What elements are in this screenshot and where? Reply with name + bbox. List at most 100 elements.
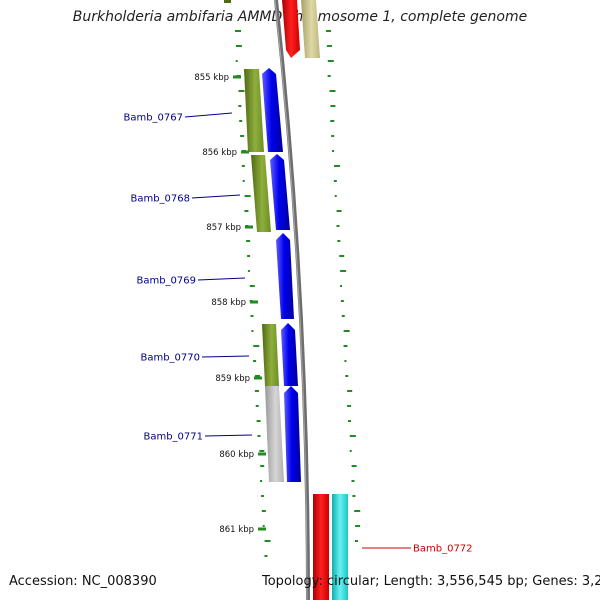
scale-tick-label: 855 kbp — [194, 73, 229, 83]
gene-label[interactable]: Bamb_0771 — [143, 432, 203, 443]
gc-dot — [345, 375, 349, 377]
gene-label[interactable]: Bamb_0772 — [413, 544, 473, 555]
gc-dot — [244, 210, 249, 212]
gc-dot — [242, 180, 245, 182]
gc-dot — [355, 540, 358, 542]
scale-tick-mark — [241, 150, 249, 154]
gc-dot — [347, 390, 353, 392]
gc-dot — [340, 270, 347, 272]
cog-bar-green — [251, 155, 271, 232]
gene-label-leader — [204, 434, 253, 437]
gc-dot — [349, 450, 352, 452]
gc-dot — [240, 135, 245, 137]
accession-text: Accession: NC_008390 — [9, 574, 157, 589]
gc-dot — [238, 105, 242, 107]
cds-bar-red — [313, 494, 329, 600]
backbone-arc — [274, 0, 310, 600]
scale-tick-mark — [250, 300, 258, 304]
gc-dot — [251, 330, 254, 332]
gc-dot — [340, 300, 344, 302]
cog-bar-khaki — [301, 0, 320, 58]
gc-dot — [333, 180, 337, 182]
gc-dot — [340, 285, 342, 287]
gc-dot — [262, 525, 265, 527]
gc-dot — [250, 315, 254, 317]
scale-tick-label: 857 kbp — [206, 223, 241, 233]
gc-dot — [256, 420, 261, 422]
gc-dot — [261, 510, 266, 512]
scale-tick-mark — [258, 527, 266, 531]
gc-dot — [326, 45, 332, 47]
gc-dot — [330, 105, 336, 107]
gc-dot — [239, 120, 243, 122]
gc-dot — [260, 465, 265, 467]
gc-dot — [235, 45, 242, 47]
cds-arrow-blue — [276, 233, 294, 319]
gene-label[interactable]: Bamb_0768 — [130, 194, 190, 205]
gc-dot — [249, 285, 255, 287]
cog-bar-green — [244, 69, 264, 152]
cds-arrow-blue — [270, 154, 290, 230]
gc-dot — [238, 90, 245, 92]
cds-arrow-blue — [281, 323, 298, 386]
gc-dot — [254, 375, 260, 377]
gc-dot — [333, 165, 340, 167]
gene-label[interactable]: Bamb_0770 — [140, 353, 200, 364]
gc-dot — [331, 135, 335, 137]
gc-dot — [330, 120, 335, 122]
gc-dot — [355, 525, 361, 527]
scale-tick-mark — [254, 376, 262, 380]
gc-dot — [332, 150, 335, 152]
gene-label-leader — [184, 112, 233, 118]
gc-dot — [344, 360, 347, 362]
gc-dot — [343, 330, 350, 332]
cog-bar-green — [262, 324, 279, 386]
gc-dot — [247, 255, 251, 257]
gc-dot — [235, 30, 241, 32]
gc-dot — [257, 435, 261, 437]
scale-tick-label: 856 kbp — [202, 148, 237, 158]
scale-tick-label: 859 kbp — [215, 374, 250, 384]
cog-bar-gray — [265, 386, 284, 482]
gc-dot — [351, 465, 357, 467]
gc-dot — [336, 225, 340, 227]
gc-dot — [354, 510, 361, 512]
gc-dot — [352, 495, 356, 497]
feature-top-green — [224, 0, 231, 3]
gc-dot — [347, 420, 351, 422]
gc-dot — [351, 480, 355, 482]
genome-stats-text: Topology: circular; Length: 3,556,545 bp… — [262, 574, 600, 589]
gc-dot — [334, 195, 337, 197]
gc-dot — [255, 405, 259, 407]
gc-dot — [241, 165, 245, 167]
gene-label[interactable]: Bamb_0769 — [136, 276, 196, 287]
gc-dot — [349, 435, 356, 437]
gc-dot — [337, 240, 341, 242]
gc-dot — [254, 390, 259, 392]
gene-labels: Bamb_0767 Bamb_0768 Bamb_0769 Bamb_0770 Bamb… — [123, 113, 472, 555]
gc-dot — [253, 345, 260, 347]
gc-track — [235, 30, 361, 557]
cds-arrow-blue — [284, 386, 301, 482]
gene-label[interactable]: Bamb_0767 — [123, 113, 183, 124]
gc-dot — [326, 30, 331, 32]
map-title: Burkholderia ambifaria AMMD chromosome 1… — [72, 9, 528, 25]
gc-dot — [260, 495, 264, 497]
gc-dot — [246, 240, 251, 242]
scale-tick-mark — [245, 225, 253, 229]
gc-dot — [339, 255, 345, 257]
gc-dot — [260, 480, 263, 482]
gc-dot — [264, 540, 271, 542]
cds-arrow-red — [282, 0, 300, 58]
gene-label-leader — [197, 277, 246, 281]
cog-bar-cyan — [332, 494, 348, 600]
scale-tick-label: 860 kbp — [219, 450, 254, 460]
scale-tick-mark — [233, 75, 241, 79]
gc-dot — [327, 75, 331, 77]
cds-arrow-blue — [262, 68, 283, 152]
gene-label-leader — [191, 194, 241, 199]
gc-dot — [327, 60, 334, 62]
gc-dot — [336, 210, 342, 212]
gc-dot — [329, 90, 336, 92]
